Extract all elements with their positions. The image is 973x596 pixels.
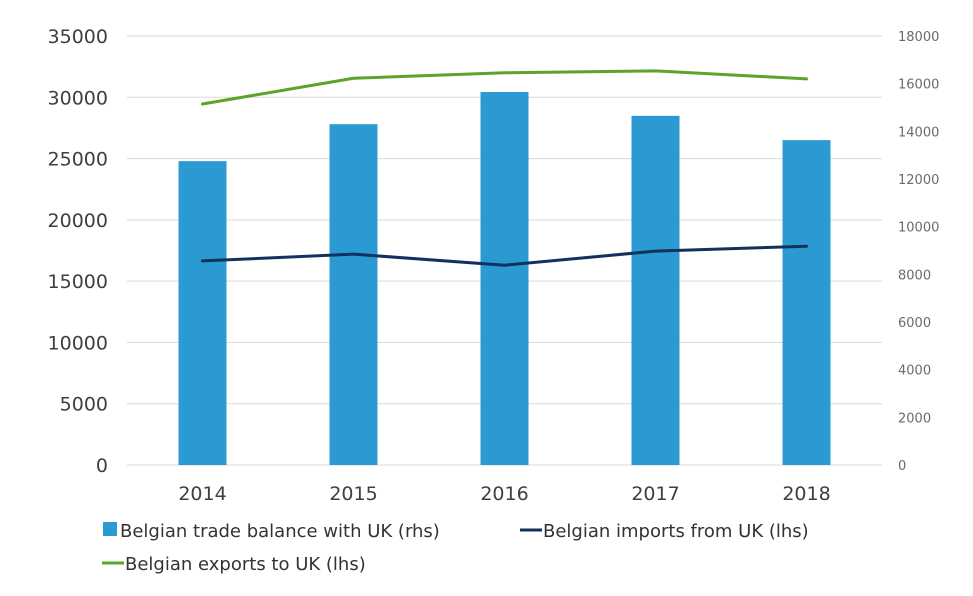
right-axis-tick-label: 8000 <box>898 268 931 283</box>
bar-2016 <box>480 92 529 465</box>
x-axis-tick-label: 2015 <box>329 483 377 505</box>
right-axis-tick-label: 14000 <box>898 125 939 140</box>
right-axis-tick-label: 12000 <box>898 173 939 188</box>
bars <box>178 92 831 465</box>
bar-2017 <box>631 115 680 465</box>
left-axis-tick-label: 0 <box>96 455 108 477</box>
right-axis-tick-label: 18000 <box>898 30 939 45</box>
x-axis-ticks: 2014 2015 2016 2017 2018 <box>178 483 830 505</box>
left-axis-tick-label: 10000 <box>48 332 108 354</box>
x-axis-tick-label: 2017 <box>631 483 679 505</box>
left-axis-tick-label: 20000 <box>48 210 108 232</box>
bar-2014 <box>178 161 227 465</box>
right-axis-ticks: 0 2000 4000 6000 8000 10000 12000 14000 16000 180… <box>898 30 939 474</box>
left-axis-tick-label: 15000 <box>48 271 108 293</box>
right-axis-tick-label: 6000 <box>898 316 931 331</box>
x-axis-tick-label: 2014 <box>178 483 226 505</box>
left-axis-tick-label: 30000 <box>48 87 108 109</box>
right-axis-tick-label: 0 <box>898 459 906 474</box>
x-axis-tick-label: 2018 <box>782 483 830 505</box>
x-axis-tick-label: 2016 <box>480 483 528 505</box>
right-axis-tick-label: 16000 <box>898 78 939 93</box>
right-axis-tick-label: 4000 <box>898 364 931 379</box>
lines <box>201 69 808 267</box>
bar-2015 <box>329 124 378 465</box>
left-axis-tick-label: 35000 <box>48 26 108 48</box>
legend: Belgian trade balance with UK (rhs) Belgi… <box>102 521 809 575</box>
legend-swatch <box>103 522 117 536</box>
right-axis-tick-label: 10000 <box>898 221 939 236</box>
bar-2018 <box>782 140 831 465</box>
series-line-1 <box>201 244 808 267</box>
legend-label: Belgian imports from UK (lhs) <box>543 521 809 542</box>
legend-label: Belgian exports to UK (lhs) <box>125 554 366 575</box>
left-axis-tick-label: 25000 <box>48 149 108 171</box>
left-axis-tick-label: 5000 <box>60 394 108 416</box>
left-axis-ticks: 0 5000 10000 15000 20000 25000 30000 35000 <box>48 26 108 477</box>
series-line-2 <box>201 69 808 106</box>
right-axis-tick-label: 2000 <box>898 411 931 426</box>
legend-label: Belgian trade balance with UK (rhs) <box>120 521 440 542</box>
